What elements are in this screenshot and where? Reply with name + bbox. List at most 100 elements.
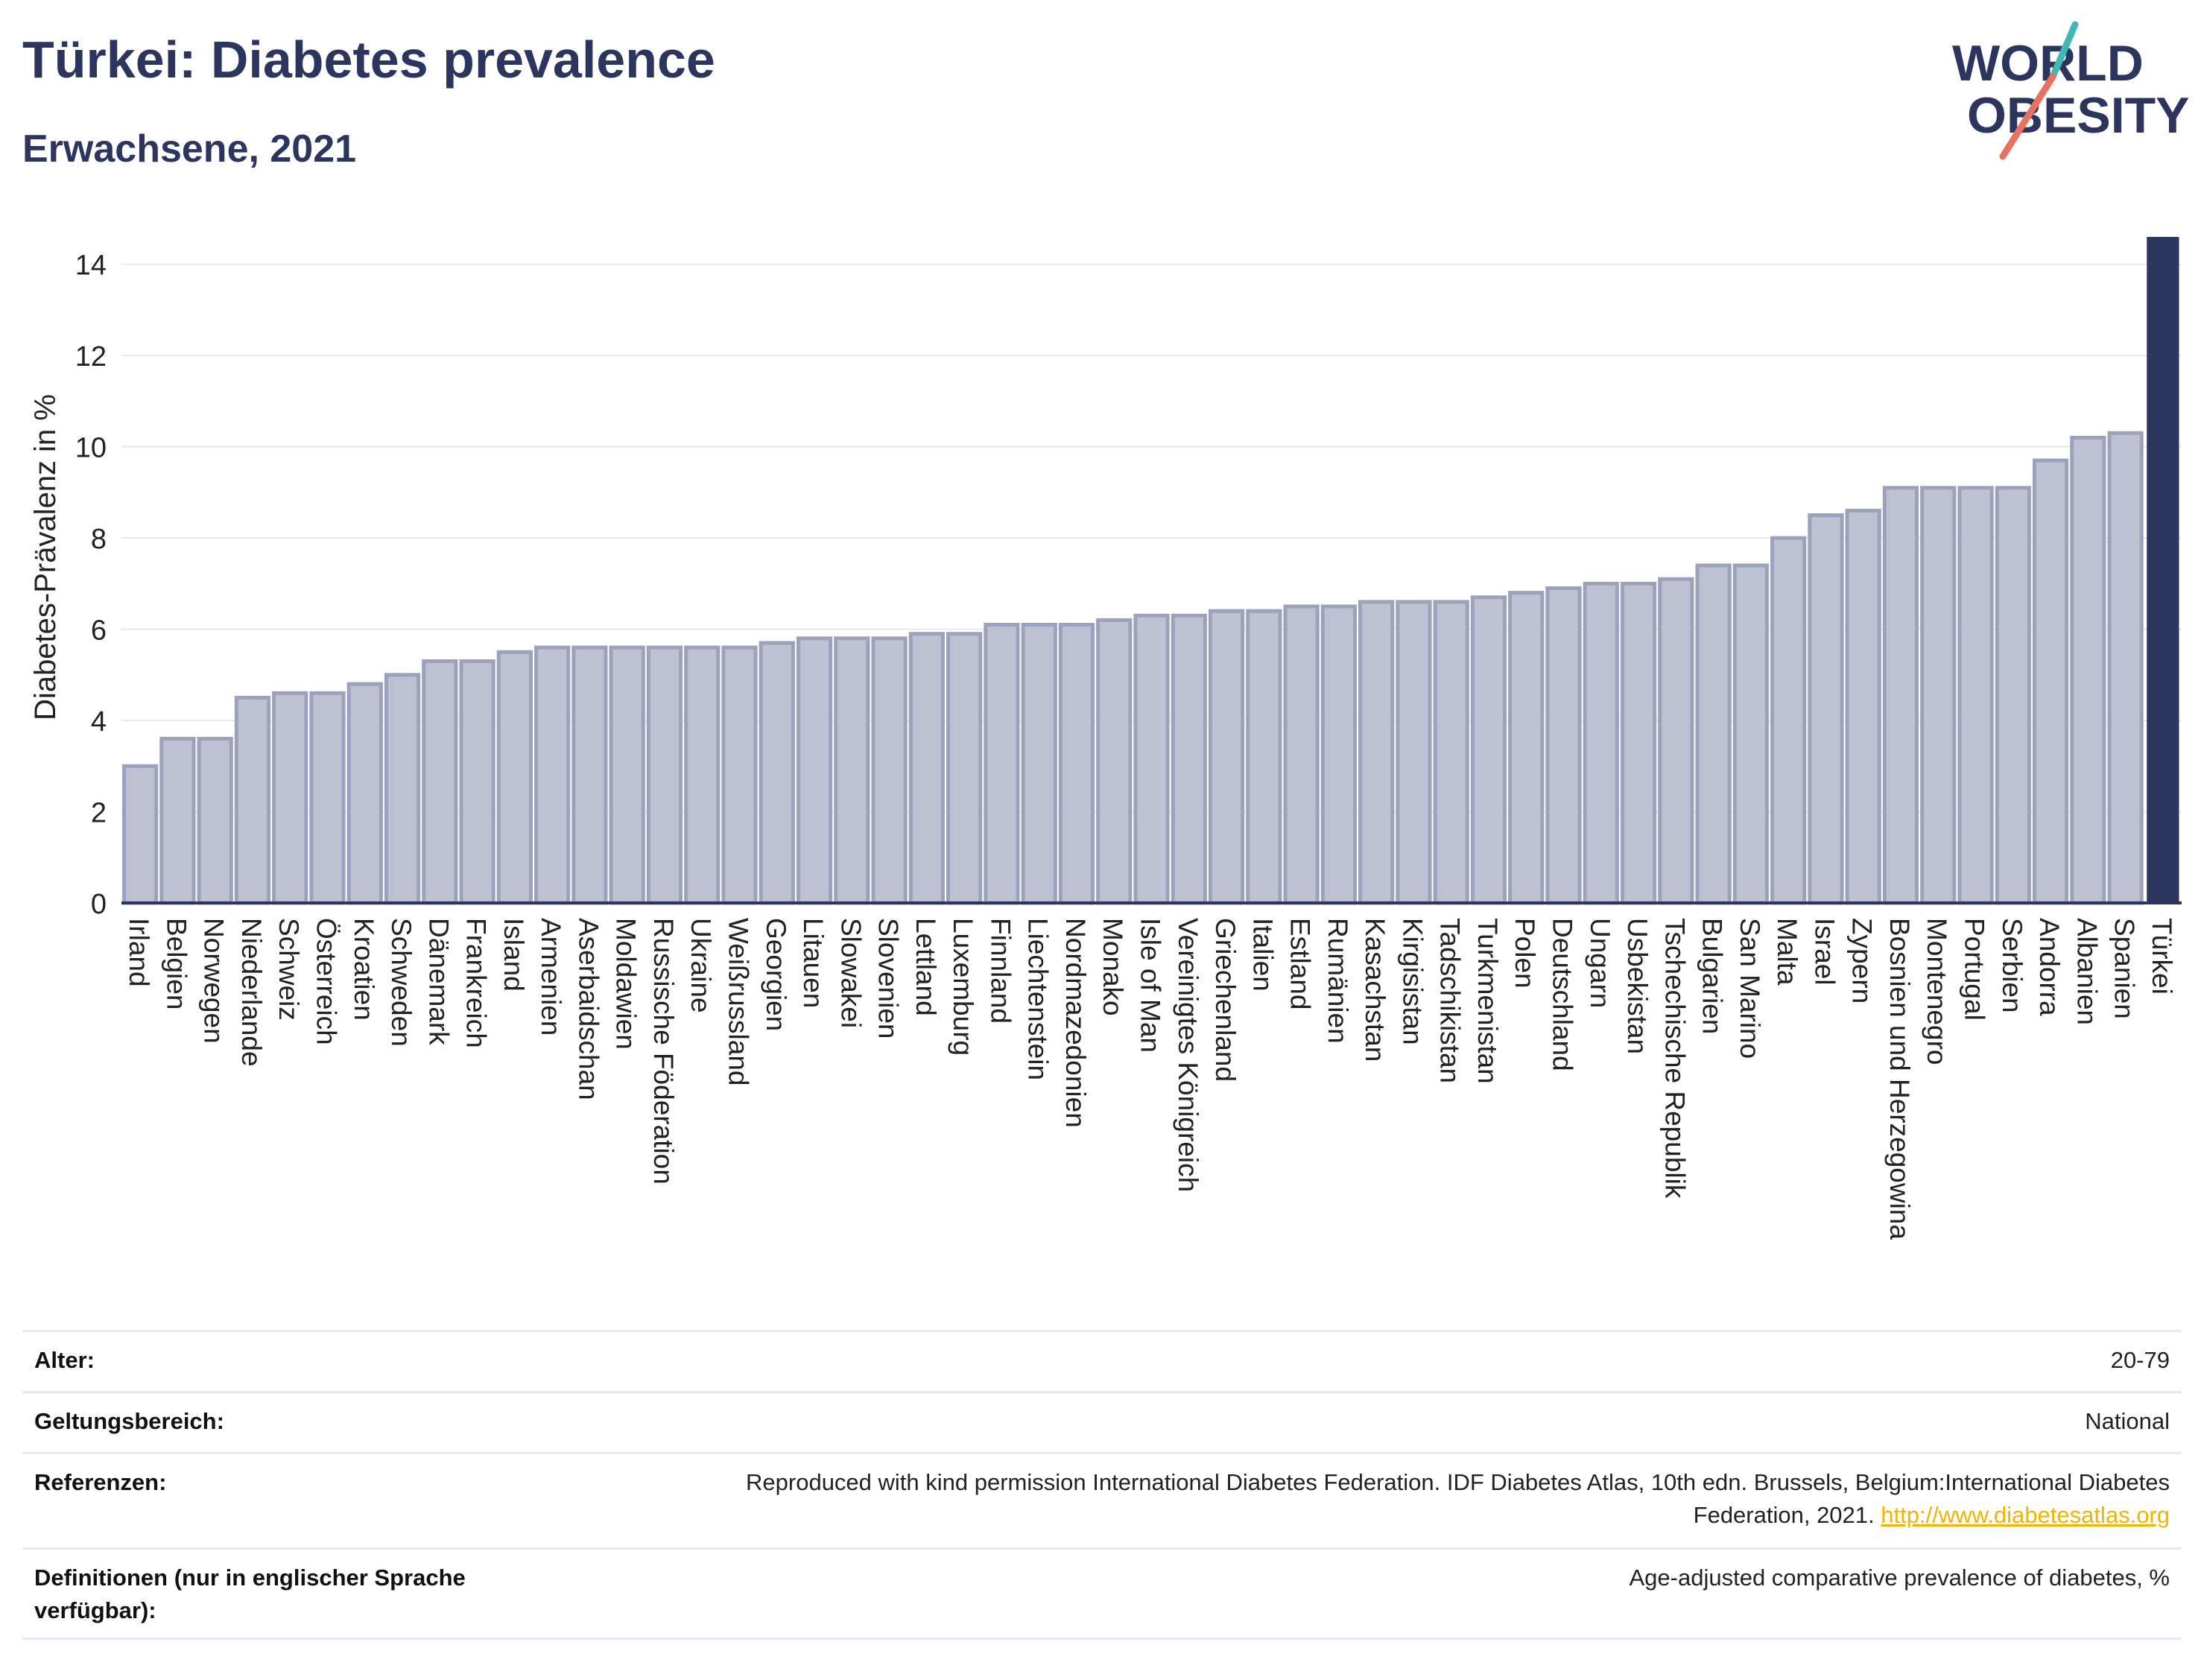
bar-weißrussland bbox=[721, 645, 758, 905]
x-tick-label: Serbien bbox=[1997, 918, 2027, 1013]
bar-turkmenistan bbox=[1470, 595, 1507, 905]
bar-montenegro bbox=[1920, 486, 1957, 905]
bar-zypern bbox=[1845, 508, 1881, 905]
x-tick-label: Portugal bbox=[1960, 918, 1990, 1021]
reference-text: Reproduced with kind permission Internat… bbox=[746, 1469, 2170, 1528]
bar-san-marino bbox=[1732, 563, 1769, 905]
bar-liechtenstein bbox=[1021, 622, 1057, 905]
x-tick-label: Georgien bbox=[761, 918, 791, 1031]
bar-tschechische-republik bbox=[1658, 577, 1694, 905]
x-tick-label: Turkmenistan bbox=[1472, 918, 1503, 1084]
bar-usbekistan bbox=[1620, 581, 1657, 905]
bar-österreich bbox=[309, 691, 346, 905]
info-row-scope: Geltungsbereich: National bbox=[22, 1391, 2182, 1452]
bar-kasachstan bbox=[1358, 600, 1395, 905]
info-row-definitions: Definitionen (nur in englischer Sprache … bbox=[22, 1547, 2182, 1640]
x-tick-label: Italien bbox=[1247, 918, 1278, 992]
logo-line2: OBESITY bbox=[1967, 87, 2190, 144]
y-tick-label: 6 bbox=[91, 615, 107, 647]
x-tick-label: Weißrussland bbox=[723, 918, 754, 1086]
x-tick-label: Montenegro bbox=[1922, 918, 1952, 1065]
bar-aserbaidschan bbox=[571, 645, 608, 905]
bar-italien bbox=[1246, 609, 1282, 905]
y-tick-label: 8 bbox=[91, 524, 107, 555]
info-value: Age-adjusted comparative prevalence of d… bbox=[1629, 1565, 2170, 1591]
bar-finnland bbox=[984, 622, 1020, 905]
bar-rumänien bbox=[1320, 604, 1357, 905]
x-tick-label: Irland bbox=[124, 918, 154, 987]
bar-georgien bbox=[759, 641, 795, 905]
x-tick-label: Malta bbox=[1772, 918, 1802, 986]
info-table: Alter: 20-79 Geltungsbereich: National R… bbox=[22, 1330, 2182, 1640]
y-tick-label: 2 bbox=[91, 798, 107, 829]
x-tick-label: Zypern bbox=[1847, 918, 1878, 1004]
bar-schweiz bbox=[272, 691, 308, 905]
logo-slash-teal bbox=[2049, 21, 2079, 80]
y-tick-label: 0 bbox=[91, 889, 107, 920]
info-label: Definitionen (nur in englischer Sprache … bbox=[34, 1565, 466, 1623]
bar-vereinigtes-königreich bbox=[1171, 613, 1207, 905]
x-tick-label: Niederlande bbox=[236, 918, 267, 1067]
bar-portugal bbox=[1957, 486, 1994, 905]
page-title: Türkei: Diabetes prevalence bbox=[22, 31, 715, 89]
x-tick-label: Ungarn bbox=[1585, 918, 1615, 1008]
x-tick-label: Isle of Man bbox=[1136, 918, 1166, 1053]
bar-spanien bbox=[2107, 431, 2144, 905]
x-tick-label: Spanien bbox=[2109, 918, 2140, 1019]
x-tick-label: Slovenien bbox=[873, 918, 904, 1039]
bar-moldawien bbox=[609, 645, 645, 905]
bar-monako bbox=[1096, 618, 1133, 905]
x-tick-label: Estland bbox=[1285, 918, 1316, 1009]
x-tick-label: Island bbox=[498, 918, 529, 992]
reference-link[interactable]: http://www.diabetesatlas.org bbox=[1881, 1502, 2170, 1528]
bar-schweden bbox=[384, 673, 421, 905]
bar-ungarn bbox=[1583, 581, 1619, 905]
bar-israel bbox=[1808, 513, 1844, 905]
x-tick-label: Bulgarien bbox=[1697, 918, 1728, 1034]
bar-isle-of-man bbox=[1133, 613, 1170, 905]
x-tick-label: Norwegen bbox=[199, 918, 229, 1044]
x-tick-label: Luxemburg bbox=[948, 918, 978, 1056]
bar-chart: 0 2 4 6 8 10 12 14 Irland Belgien Norwegen Niederla… bbox=[29, 237, 2182, 1240]
x-tick-label: Frankreich bbox=[461, 918, 492, 1048]
bar-slovenien bbox=[871, 636, 908, 905]
x-tick-label: Israel bbox=[1809, 918, 1840, 985]
x-tick-label: Deutschland bbox=[1548, 918, 1578, 1071]
bar-serbien bbox=[1995, 486, 2031, 905]
x-tick-label: Lettland bbox=[911, 918, 941, 1016]
bar-deutschland bbox=[1545, 586, 1582, 905]
info-value: 20-79 bbox=[2110, 1347, 2170, 1373]
logo-slash-red bbox=[1999, 73, 2056, 160]
x-tick-label: Andorra bbox=[2034, 918, 2065, 1016]
bar-polen bbox=[1508, 591, 1545, 905]
x-tick-label: Albanien bbox=[2071, 918, 2102, 1025]
bar-slowakei bbox=[834, 636, 870, 905]
bar-griechenland bbox=[1208, 609, 1245, 905]
x-tick-label: Aserbaidschan bbox=[573, 918, 604, 1100]
y-tick-label: 12 bbox=[75, 341, 107, 373]
x-tick-label: Griechenland bbox=[1210, 918, 1241, 1082]
x-tick-label: Schweiz bbox=[273, 918, 304, 1021]
bar-dänemark bbox=[422, 659, 458, 905]
bar-luxemburg bbox=[946, 632, 983, 905]
x-tick-label: Litauen bbox=[798, 918, 829, 1008]
x-tick-label: Finnland bbox=[985, 918, 1016, 1024]
info-row-age: Alter: 20-79 bbox=[22, 1330, 2182, 1391]
bar-frankreich bbox=[459, 659, 495, 905]
bar-kirgisistan bbox=[1396, 600, 1432, 905]
x-tick-label: Türkei bbox=[2147, 918, 2177, 995]
info-label: Alter: bbox=[34, 1347, 95, 1373]
x-tick-label: Kroatien bbox=[349, 918, 379, 1021]
bar-lettland bbox=[908, 632, 945, 905]
info-value: Reproduced with kind permission Internat… bbox=[642, 1466, 2182, 1532]
y-tick-label: 4 bbox=[91, 706, 107, 738]
x-tick-label: Usbekistan bbox=[1622, 918, 1653, 1054]
bar-kroatien bbox=[346, 682, 383, 905]
y-tick-label: 14 bbox=[75, 250, 107, 282]
bar-estland bbox=[1283, 604, 1320, 905]
x-tick-label: Vereinigtes Königreich bbox=[1173, 918, 1203, 1192]
world-obesity-logo: WORLD OBESITY bbox=[1937, 21, 2191, 162]
x-tick-label: Moldawien bbox=[611, 918, 642, 1050]
bar-niederlande bbox=[234, 695, 271, 905]
bar-russische-föderation bbox=[646, 645, 683, 905]
